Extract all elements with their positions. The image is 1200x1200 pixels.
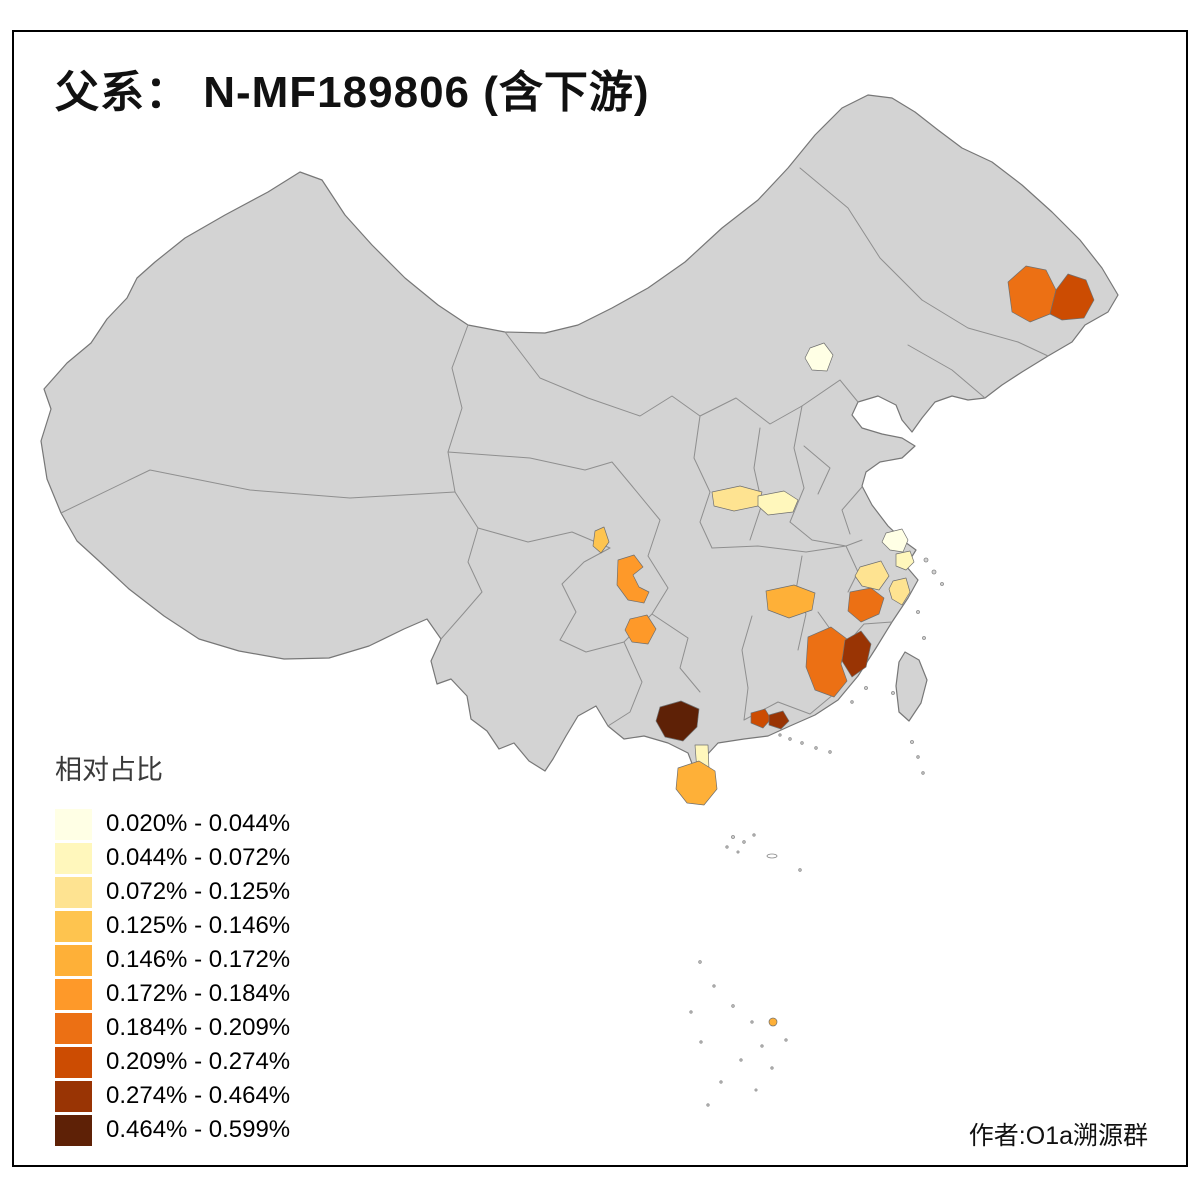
legend-label: 0.146% - 0.172% <box>106 946 291 973</box>
region-hainan <box>675 760 718 806</box>
legend-row: 0.464% - 0.599% <box>55 1113 290 1147</box>
region-nansha-islet <box>768 1017 778 1027</box>
legend-label: 0.020% - 0.044% <box>106 810 291 837</box>
legend-row: 0.274% - 0.464% <box>55 1079 290 1113</box>
legend-swatch <box>55 876 92 908</box>
legend-label: 0.172% - 0.184% <box>106 980 291 1007</box>
legend-swatch <box>55 1114 92 1146</box>
legend-swatch <box>55 1080 92 1112</box>
region-pearl-delta <box>768 710 790 730</box>
legend-label: 0.125% - 0.146% <box>106 912 291 939</box>
legend-swatch <box>55 1046 92 1078</box>
taiwan-island <box>895 651 928 722</box>
legend-row: 0.146% - 0.172% <box>55 943 290 977</box>
region-shanghai-area <box>895 550 915 571</box>
region-guizhou-north <box>624 614 657 645</box>
region-zhejiang-south <box>847 587 885 623</box>
legend-label: 0.044% - 0.072% <box>106 844 291 871</box>
legend-swatch <box>55 978 92 1010</box>
region-zhejiang-north <box>854 560 890 591</box>
legend-swatch <box>55 842 92 874</box>
region-guangxi-southwest <box>655 700 700 742</box>
legend-row: 0.172% - 0.184% <box>55 977 290 1011</box>
legend-label: 0.274% - 0.464% <box>106 1082 291 1109</box>
small-islands <box>689 557 944 1107</box>
legend-row: 0.072% - 0.125% <box>55 875 290 909</box>
legend-label: 0.209% - 0.274% <box>106 1048 291 1075</box>
legend-row: 0.044% - 0.072% <box>55 841 290 875</box>
legend-swatch <box>55 1012 92 1044</box>
legend: 相对占比 0.020% - 0.044% 0.044% - 0.072% 0.0… <box>55 748 290 1147</box>
legend-label: 0.072% - 0.125% <box>106 878 291 905</box>
region-jiangsu-coast <box>881 528 909 553</box>
region-fujian-inland <box>805 626 848 698</box>
legend-swatch <box>55 808 92 840</box>
author-credit: 作者:O1a溯源群 <box>968 1122 1148 1150</box>
region-zhejiang-coast <box>888 577 911 606</box>
legend-row: 0.184% - 0.209% <box>55 1011 290 1045</box>
legend-title: 相对占比 <box>55 755 163 785</box>
legend-label: 0.464% - 0.599% <box>106 1116 291 1143</box>
province-borders <box>60 167 1049 727</box>
region-beijing <box>804 342 834 372</box>
region-shaanxi-central <box>757 490 799 516</box>
legend-label: 0.184% - 0.209% <box>106 1014 291 1041</box>
region-guangdong-west <box>750 708 772 729</box>
legend-swatch <box>55 910 92 942</box>
map-title: 父系： N-MF189806 (含下游) <box>55 68 650 117</box>
legend-row: 0.125% - 0.146% <box>55 909 290 943</box>
legend-row: 0.209% - 0.274% <box>55 1045 290 1079</box>
region-fujian-coast <box>841 630 872 678</box>
legend-swatch <box>55 944 92 976</box>
colored-regions <box>592 265 1095 1027</box>
region-sichuan-chengdu <box>616 554 650 604</box>
legend-row: 0.020% - 0.044% <box>55 807 290 841</box>
region-sichuan-north <box>592 526 610 554</box>
region-heilongjiang-ussuri <box>1049 273 1095 321</box>
region-hubei-central <box>765 584 816 619</box>
mainland-china <box>40 94 1119 775</box>
